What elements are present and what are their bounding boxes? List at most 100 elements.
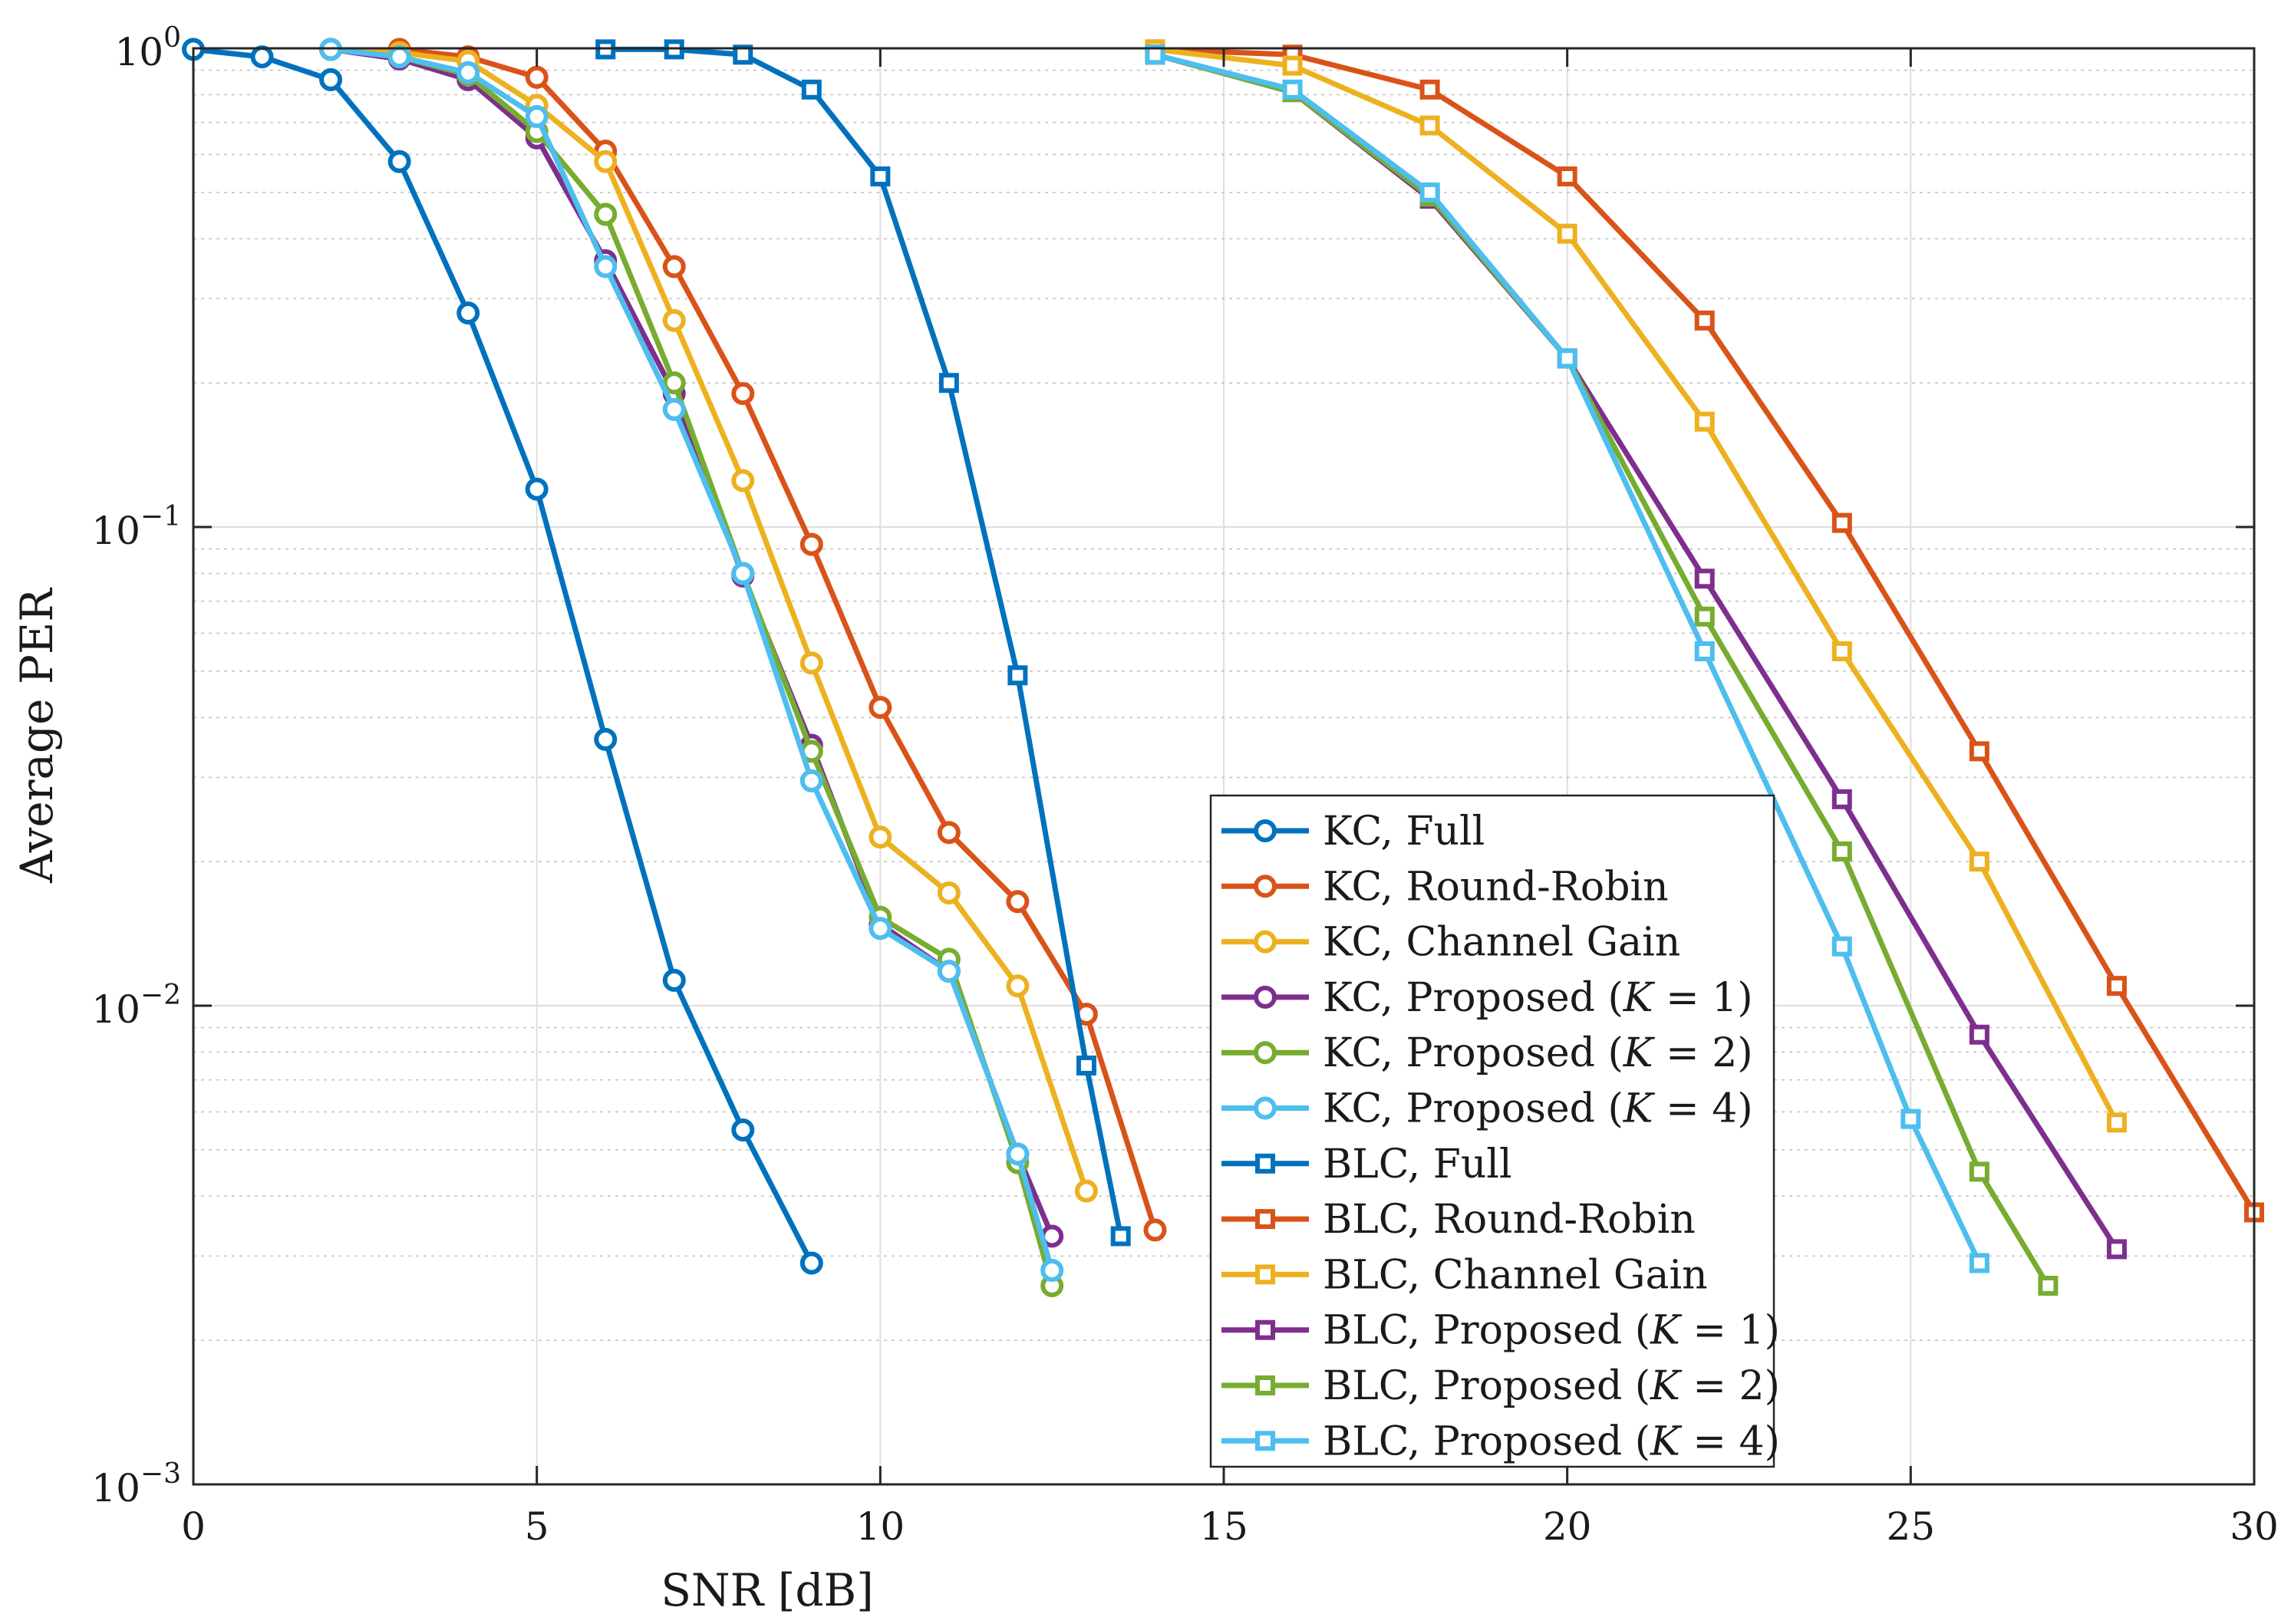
data-point (1694, 606, 1715, 627)
legend-label: BLC, Round-Robin (1323, 1197, 1696, 1243)
data-point (2106, 1112, 2127, 1133)
data-point (1969, 741, 1989, 762)
series-line (1155, 46, 2119, 1124)
y-tick-label: 100 (114, 22, 181, 74)
data-point (1694, 411, 1715, 432)
legend-item-kc-proposed-k-4: KC, Proposed (K = 4) (1221, 1086, 1753, 1132)
series-line (1154, 51, 1983, 1265)
data-point (1282, 79, 1303, 100)
data-point (937, 960, 961, 983)
data-point (594, 727, 618, 751)
legend-item-kc-channel-gain: KC, Channel Gain (1221, 920, 1680, 966)
legend-label: KC, Channel Gain (1323, 920, 1680, 966)
data-point (662, 968, 686, 992)
data-point (525, 477, 549, 501)
data-point (662, 255, 686, 278)
legend: KC, Full KC, Round-Robin KC, Channel Gain K… (1209, 794, 1780, 1468)
data-point (1900, 1108, 1921, 1129)
legend-box (1209, 794, 1775, 1468)
legend-label: KC, Proposed (K = 1) (1323, 975, 1753, 1021)
legend-item-kc-full: KC, Full (1221, 809, 1485, 855)
data-point (731, 469, 755, 492)
data-point (2106, 1239, 2127, 1260)
legend-label: KC, Proposed (K = 4) (1323, 1086, 1753, 1132)
data-point (938, 373, 959, 394)
data-point (799, 651, 823, 675)
data-point (731, 1118, 755, 1142)
legend-swatch-marker (1255, 1431, 1275, 1451)
data-point (1006, 974, 1030, 998)
legend-label: KC, Round-Robin (1323, 864, 1669, 910)
data-point (1557, 348, 1577, 369)
y-axis-label: Average PER (11, 587, 63, 884)
legend-item-blc-channel-gain: BLC, Channel Gain (1221, 1252, 1708, 1298)
legend-swatch-marker (1255, 1153, 1275, 1174)
data-point (937, 881, 961, 905)
data-point (1110, 1226, 1131, 1247)
series-line (330, 46, 1055, 1271)
legend-item-blc-full: BLC, Full (1221, 1141, 1512, 1188)
legend-label: BLC, Full (1323, 1141, 1512, 1188)
data-point (1969, 1161, 1989, 1182)
data-point (319, 68, 343, 91)
legend-item-kc-proposed-k-1: KC, Proposed (K = 1) (1221, 975, 1753, 1021)
legend-label: KC, Full (1323, 809, 1485, 855)
data-point (801, 79, 822, 100)
data-point (1074, 1179, 1098, 1203)
x-tick-label: 30 (2230, 1504, 2279, 1549)
data-point (1969, 1253, 1989, 1273)
data-point (594, 150, 618, 173)
series-line (330, 46, 1089, 1192)
data-point (799, 532, 823, 556)
data-point (1282, 55, 1303, 76)
series-kc-round-robin (387, 38, 1167, 1242)
legend-swatch-marker (1255, 1319, 1275, 1340)
series-blc-round-robin (1145, 39, 2264, 1223)
legend-item-kc-proposed-k-2: KC, Proposed (K = 2) (1221, 1030, 1753, 1076)
data-point (799, 1251, 823, 1275)
data-point (594, 255, 618, 278)
legend-swatch-marker (1255, 1264, 1275, 1285)
legend-item-blc-round-robin: BLC, Round-Robin (1221, 1197, 1696, 1243)
legend-swatch-marker (1254, 1096, 1277, 1120)
data-point (594, 203, 618, 226)
data-point (1831, 512, 1852, 533)
data-point (1076, 1055, 1096, 1076)
legend-label: BLC, Proposed (K = 1) (1323, 1308, 1780, 1354)
data-point (1006, 1142, 1030, 1166)
data-point (1694, 568, 1715, 589)
data-point (662, 371, 686, 395)
data-point (1419, 182, 1440, 203)
data-point (1831, 936, 1852, 957)
data-point (869, 917, 892, 940)
data-point (869, 825, 892, 849)
data-point (1006, 890, 1030, 914)
y-tick-label: 10−3 (91, 1458, 181, 1510)
data-point (799, 769, 823, 792)
data-point (2106, 976, 2127, 996)
data-point (1419, 79, 1440, 100)
data-point (387, 150, 411, 173)
data-point (1145, 44, 1165, 65)
series-line (399, 46, 1158, 1231)
data-point (1419, 115, 1440, 136)
data-point (1143, 1218, 1167, 1242)
ticks: 0 5 10 15 20 25 30 100 10−1 10−2 10−3 (91, 22, 2279, 1549)
data-point (1694, 310, 1715, 331)
x-tick-label: 15 (1199, 1504, 1248, 1549)
legend-item-blc-proposed-k-4: BLC, Proposed (K = 4) (1221, 1418, 1780, 1464)
data-point (457, 61, 480, 84)
x-tick-label: 0 (181, 1504, 206, 1549)
data-point (731, 382, 755, 406)
x-tick-label: 5 (525, 1504, 549, 1549)
data-point (1831, 641, 1852, 662)
y-tick-label: 10−2 (91, 980, 181, 1032)
data-point (733, 44, 753, 65)
data-point (1969, 1024, 1989, 1045)
series-line (193, 46, 814, 1265)
data-point (731, 562, 755, 585)
x-axis-label: SNR [dB] (661, 1564, 874, 1616)
data-point (1040, 1258, 1064, 1282)
